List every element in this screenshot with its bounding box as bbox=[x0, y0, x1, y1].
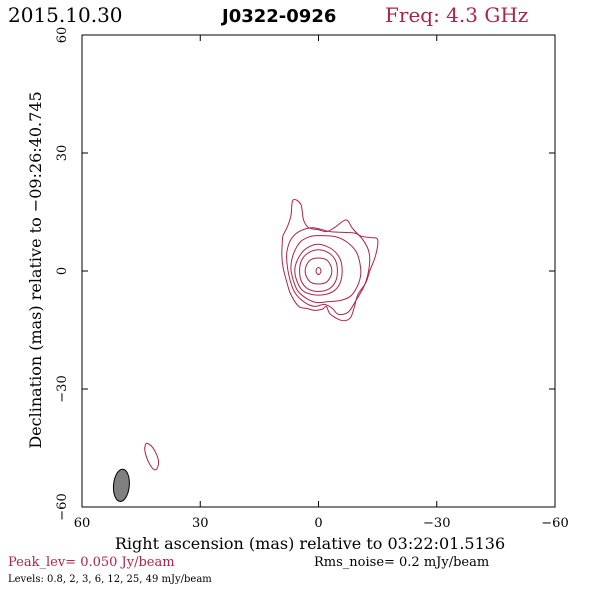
x-tick-label-1: 30 bbox=[192, 516, 209, 531]
rms-noise: Rms_noise= 0.2 mJy/beam bbox=[314, 555, 489, 570]
contour-25-mjy-5 bbox=[304, 257, 333, 285]
contour-49-mjy-6 bbox=[315, 266, 322, 276]
y-axis-label: Declination (mas) relative to −09:26:40.… bbox=[26, 91, 45, 448]
y-tick-label-1: −30 bbox=[55, 375, 70, 402]
y-tick-label-2: 0 bbox=[55, 267, 70, 275]
frequency-label: Freq: 4.3 GHz bbox=[385, 3, 528, 27]
beam-ellipse bbox=[112, 468, 130, 502]
y-tick-labels: −60 −30 0 30 60 bbox=[55, 27, 70, 521]
source-name: J0322-0926 bbox=[220, 6, 336, 27]
y-tick-label-4: 60 bbox=[55, 27, 70, 44]
contour-2-mjy-1 bbox=[286, 227, 371, 316]
epoch-date: 2015.10.30 bbox=[8, 3, 123, 27]
beam-ellipse-group bbox=[112, 468, 130, 502]
plot-frame bbox=[81, 34, 556, 508]
x-axis-label: Right ascension (mas) relative to 03:22:… bbox=[115, 534, 505, 553]
x-tick-label-3: −30 bbox=[423, 516, 450, 531]
contour-0_8-mjy-7 bbox=[144, 442, 160, 471]
contour-12-mjy-4 bbox=[299, 249, 338, 292]
x-tick-labels: 60 30 0 −30 −60 bbox=[74, 516, 569, 531]
contour-6-mjy-3 bbox=[294, 243, 343, 296]
contour-levels: Levels: 0.8, 2, 3, 6, 12, 25, 49 mJy/bea… bbox=[8, 574, 212, 585]
peak-level: Peak_lev= 0.050 Jy/beam bbox=[8, 555, 175, 570]
x-tick-label-0: 60 bbox=[74, 516, 91, 531]
contour-0_8-mjy-0 bbox=[281, 199, 379, 322]
y-tick-label-3: 30 bbox=[55, 145, 70, 162]
x-tick-label-2: 0 bbox=[314, 516, 322, 531]
y-tick-label-0: −60 bbox=[55, 493, 70, 520]
contour-3-mjy-2 bbox=[290, 235, 362, 304]
contour-lines bbox=[144, 199, 379, 471]
axis-ticks bbox=[81, 34, 556, 508]
x-tick-label-4: −60 bbox=[541, 516, 568, 531]
